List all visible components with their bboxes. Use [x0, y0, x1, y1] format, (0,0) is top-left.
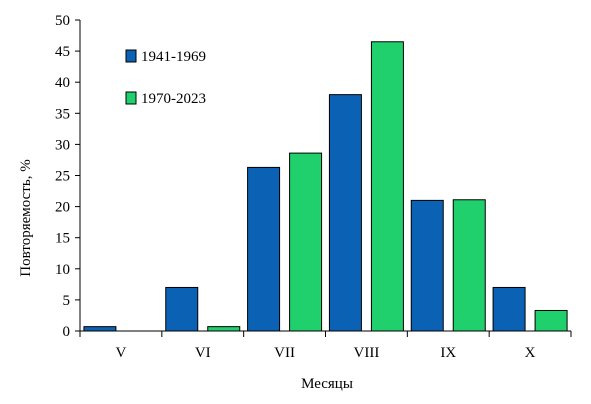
bar-1941-1969-VII	[247, 166, 281, 332]
bar-1941-1969-V	[83, 326, 117, 332]
y-tick-label: 15	[55, 231, 70, 247]
x-tick-label: VI	[195, 345, 211, 361]
bar-1970-2023-VIII	[370, 41, 404, 332]
bar-1970-2023-VII	[289, 152, 323, 332]
y-tick-label: 10	[55, 262, 70, 278]
x-tick-label: VIII	[354, 345, 380, 361]
x-tick-label: IX	[440, 345, 456, 361]
legend-swatch	[125, 91, 137, 105]
legend: 1941-1969 1970-2023	[125, 49, 206, 107]
x-tick-label: V	[115, 345, 126, 361]
plot-area	[83, 41, 568, 332]
y-tick-label: 20	[55, 200, 70, 216]
y-tick-label: 35	[55, 106, 70, 122]
x-tick-label: X	[525, 345, 536, 361]
bar-1941-1969-IX	[410, 199, 444, 332]
bar-1941-1969-X	[492, 286, 526, 332]
y-tick-label: 0	[63, 324, 71, 340]
y-axis-ticks: 0 5 10 15 20 25 30 35 40 45 50	[55, 13, 80, 340]
bar-1941-1969-VIII	[328, 94, 362, 332]
bar-1941-1969-VI	[165, 286, 199, 332]
bar-1970-2023-VI	[207, 326, 241, 332]
x-axis-title: Месяцы	[301, 376, 353, 392]
legend-label: 1941-1969	[141, 49, 206, 65]
bar-1970-2023-X	[534, 309, 568, 332]
axes	[79, 20, 571, 332]
y-tick-label: 40	[55, 75, 70, 91]
x-axis-ticks: V VI VII VIII IX X	[79, 331, 572, 361]
x-tick-label: VII	[274, 345, 295, 361]
legend-swatch	[125, 49, 137, 63]
y-tick-label: 50	[55, 13, 70, 29]
y-tick-label: 30	[55, 137, 70, 153]
legend-label: 1970-2023	[141, 91, 206, 107]
bar-1970-2023-IX	[452, 199, 486, 332]
y-tick-label: 45	[55, 44, 70, 60]
y-axis-title: Повторяемость, %	[18, 159, 34, 276]
y-tick-label: 5	[63, 293, 71, 309]
y-tick-label: 25	[55, 169, 70, 185]
